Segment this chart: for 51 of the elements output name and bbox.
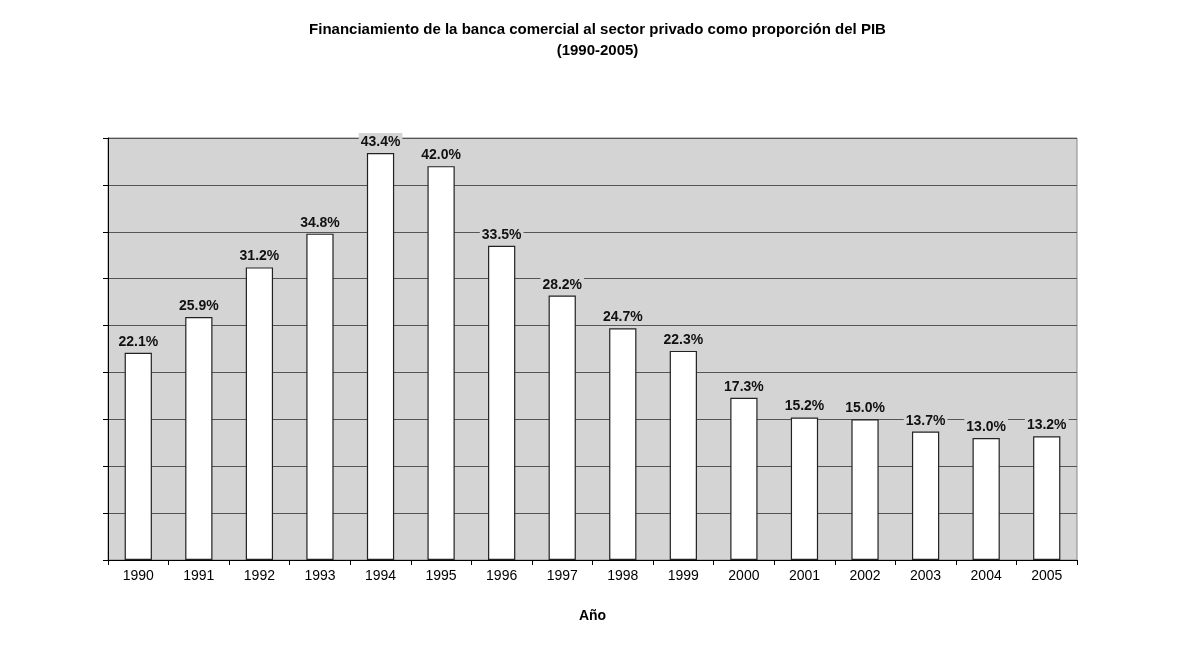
bar [911,431,940,560]
bar [427,166,455,560]
data-label: 15.2% [784,397,825,414]
chart-title: Financiamiento de la banca comercial al sector privado como proporción del PIB [309,20,887,37]
bar [124,352,152,560]
bar [851,419,879,560]
data-label: 43.4% [360,133,401,149]
x-tick-label: 2005 [1031,567,1063,583]
data-label: 22.1% [118,332,159,349]
bar [609,328,637,560]
data-label: 13.2% [1026,416,1068,433]
bar [488,245,516,560]
data-label: 15.0% [845,399,886,416]
x-tick-label: 1998 [607,567,639,583]
x-axis-title: Año [578,607,607,623]
x-tick-label: 1990 [122,567,155,583]
data-label: 28.2% [542,275,583,292]
x-tick-label: 2001 [788,567,821,583]
bar [548,295,576,560]
bar [306,233,334,560]
data-label: 34.8% [300,213,341,230]
chart-subtitle: (1990-2005) [556,41,639,58]
x-tick-label: 1996 [486,567,518,583]
x-tick-label: 1997 [546,567,578,583]
x-tick-label: 2000 [728,567,760,583]
x-tick-label: 2002 [849,567,881,583]
bar [366,153,395,560]
bar [669,350,697,560]
x-tick-label: 1995 [425,567,457,583]
x-tick-label: 1999 [667,567,700,583]
x-tick-label: 2004 [970,567,1002,583]
data-label: 33.5% [481,225,523,242]
data-label: 13.0% [966,418,1007,435]
data-label: 22.3% [663,330,704,347]
x-tick-label: 1992 [243,567,276,583]
bar [245,267,274,560]
data-label: 17.3% [724,377,765,394]
x-tick-label: 2003 [910,567,942,583]
data-label: 25.9% [178,297,220,314]
bar [972,438,1000,560]
data-label: 42.0% [421,146,462,163]
x-tick-label: 1994 [364,567,397,583]
bar [185,317,213,560]
data-label: 31.2% [239,247,280,264]
bar [730,397,758,560]
x-tick-label: 1993 [304,567,336,583]
x-tick-label: 1991 [183,567,215,583]
data-label: 13.7% [905,411,946,428]
bar [790,417,819,560]
bar [1033,436,1061,560]
data-label: 24.7% [602,308,644,325]
